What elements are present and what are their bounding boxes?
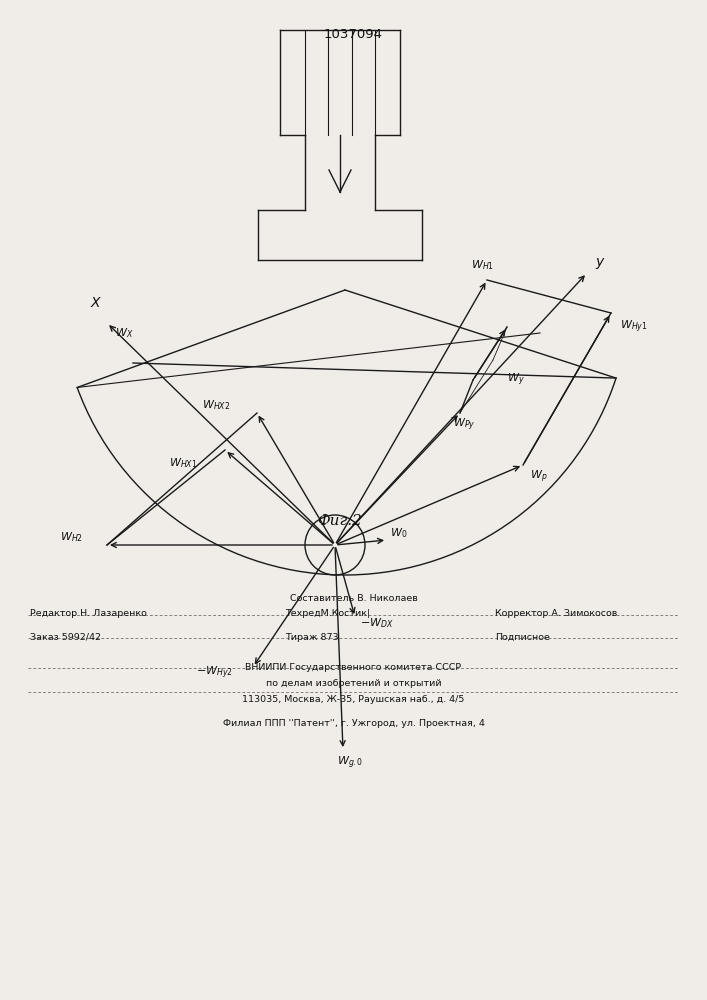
Text: Составитель В. Николаев: Составитель В. Николаев	[290, 594, 417, 603]
Text: Филиал ППП ''Патент'', г. Ужгород, ул. Проектная, 4: Филиал ППП ''Патент'', г. Ужгород, ул. П…	[223, 719, 484, 728]
Text: Фиг.2: Фиг.2	[317, 514, 363, 528]
Text: $W_{H2}$: $W_{H2}$	[60, 530, 83, 544]
Text: Заказ 5992/42: Заказ 5992/42	[30, 633, 101, 642]
Text: $W_{Hy1}$: $W_{Hy1}$	[620, 319, 648, 335]
Text: $W_{HX2}$: $W_{HX2}$	[201, 398, 230, 412]
Text: $W_y$: $W_y$	[507, 372, 525, 388]
Text: $-W_{Hy2}$: $-W_{Hy2}$	[196, 665, 233, 681]
Text: 1037094: 1037094	[324, 28, 382, 41]
Text: Редактор Н. Лазаренко: Редактор Н. Лазаренко	[30, 609, 147, 618]
Text: $W_{H1}$: $W_{H1}$	[472, 258, 494, 272]
Text: $W_{HX1}$: $W_{HX1}$	[168, 456, 197, 470]
Text: $-W_{DX}$: $-W_{DX}$	[360, 616, 394, 630]
Text: $W_p$: $W_p$	[530, 469, 547, 485]
Text: Тираж 873: Тираж 873	[285, 633, 339, 642]
Text: $W_X$: $W_X$	[115, 326, 134, 340]
Text: $W_{Py}$: $W_{Py}$	[453, 417, 475, 433]
Text: $y$: $y$	[595, 256, 606, 271]
Text: $W_0$: $W_0$	[390, 526, 407, 540]
Text: $W_{g.0}$: $W_{g.0}$	[337, 755, 363, 771]
Text: по делам изобретений и открытий: по делам изобретений и открытий	[266, 679, 441, 688]
Text: ВНИИПИ Государственного комитета СССР: ВНИИПИ Государственного комитета СССР	[245, 663, 462, 672]
Text: $X$: $X$	[90, 296, 103, 310]
Text: Корректор А. Зимокосов: Корректор А. Зимокосов	[495, 609, 617, 618]
Text: 113035, Москва, Ж-35, Раушская наб., д. 4/5: 113035, Москва, Ж-35, Раушская наб., д. …	[243, 695, 464, 704]
Text: Подписное: Подписное	[495, 633, 550, 642]
Text: ТехредМ.Костик|: ТехредМ.Костик|	[285, 609, 370, 618]
